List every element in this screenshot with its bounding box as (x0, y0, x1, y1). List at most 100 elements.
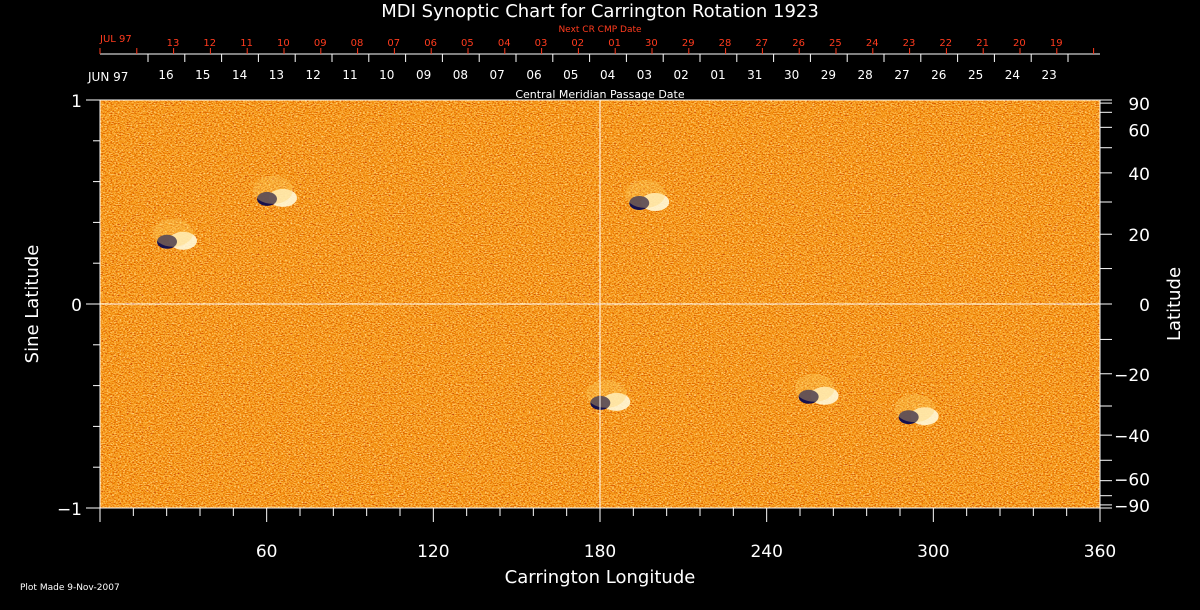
cmp-date: 08 (453, 68, 468, 82)
next-cmp-date: 22 (939, 38, 952, 49)
y-right-tick-label: −20 (1114, 366, 1150, 386)
next-cmp-date: 05 (461, 38, 474, 49)
cmp-date: 15 (195, 68, 210, 82)
y-right-tick-label: 20 (1128, 226, 1150, 246)
next-cmp-date: 29 (682, 38, 695, 49)
region-negative (257, 191, 277, 206)
x-axis-title: Carrington Longitude (505, 567, 696, 588)
next-cmp-date-labels: 13 12 11 10 09 08 07 06 05 04 03 02 01 30 29 28 27 26 25 24… (167, 38, 1063, 49)
next-cmp-date: 11 (240, 38, 253, 49)
cmp-date: 03 (637, 68, 652, 82)
next-cmp-date: 07 (387, 38, 400, 49)
region-positive (910, 407, 939, 426)
cmp-month-label: JUN 97 (87, 70, 128, 84)
cmp-date: 24 (1005, 68, 1020, 82)
next-cmp-date: 30 (645, 38, 658, 49)
y-axis-right-title: Latitude (1164, 267, 1185, 341)
next-cmp-axis-label: Next CR CMP Date (558, 25, 642, 35)
region-positive (269, 188, 297, 207)
active-regions (153, 175, 939, 426)
next-cmp-date: 23 (903, 38, 916, 49)
region-halo (253, 175, 293, 204)
y-axis-left-title: Sine Latitude (22, 245, 43, 364)
cmp-date: 12 (306, 68, 321, 82)
x-tick-label: 120 (417, 542, 449, 562)
y-right-tick-label: −90 (1114, 497, 1150, 517)
x-tick-label: 360 (1084, 542, 1116, 562)
next-cmp-date: 26 (792, 38, 805, 49)
region-negative (629, 196, 650, 210)
y-right-tick-label: 0 (1139, 296, 1150, 316)
next-cmp-date: 20 (1013, 38, 1026, 49)
next-cmp-date: 10 (277, 38, 290, 49)
region-halo (894, 394, 935, 423)
next-cmp-month-label: JUL 97 (99, 34, 132, 45)
active-region (625, 180, 670, 211)
y-axis-right: 90 60 40 20 0 −20 −40 −60 −90 (1100, 95, 1150, 517)
cmp-date: 01 (710, 68, 725, 82)
x-tick-label: 60 (256, 542, 278, 562)
plot-made-note: Plot Made 9-Nov-2007 (20, 583, 120, 593)
region-halo (586, 379, 627, 408)
next-cmp-date: 28 (719, 38, 732, 49)
cmp-date: 31 (747, 68, 762, 82)
region-positive (641, 193, 670, 211)
cmp-axis-label: Central Meridian Passage Date (515, 88, 684, 101)
cmp-date: 26 (931, 68, 946, 82)
next-cmp-date: 08 (351, 38, 364, 49)
active-region (153, 218, 197, 250)
active-region (794, 373, 839, 405)
y-left-tick-label: 1 (71, 92, 82, 112)
cmp-date: 07 (490, 68, 505, 82)
cmp-date: 23 (1042, 68, 1057, 82)
next-cmp-date: 21 (976, 38, 989, 49)
next-cmp-date: 19 (1050, 38, 1063, 49)
region-positive (810, 386, 839, 405)
region-halo (153, 218, 193, 247)
x-tick-label: 180 (584, 542, 616, 562)
cmp-date-labels: 16 15 14 13 12 11 10 09 08 07 06 05 04 03 02 01 31 30 29 28… (147, 54, 1069, 82)
active-region (253, 175, 297, 207)
next-cmp-ticks (99, 48, 1095, 54)
y-axis-left: 1 0 −1 (57, 92, 100, 520)
y-right-tick-label: −60 (1114, 471, 1150, 491)
next-cmp-date: 24 (866, 38, 879, 49)
y-left-tick-label: 0 (71, 296, 82, 316)
next-cmp-date: 01 (608, 38, 621, 49)
next-cmp-date: 13 (167, 38, 180, 49)
cmp-date: 09 (416, 68, 431, 82)
x-tick-label: 300 (917, 542, 949, 562)
next-cmp-date: 04 (498, 38, 511, 49)
chart-title: MDI Synoptic Chart for Carrington Rotati… (381, 1, 819, 22)
y-right-tick-label: 40 (1128, 165, 1150, 185)
region-halo (625, 180, 666, 208)
cmp-date: 28 (858, 68, 873, 82)
y-right-tick-label: 90 (1128, 95, 1150, 115)
y-right-tick-label: −40 (1114, 427, 1150, 447)
cmp-date: 25 (968, 68, 983, 82)
x-axis: 60 120 180 240 300 360 (99, 508, 1116, 562)
cmp-date: 27 (894, 68, 909, 82)
cmp-date: 13 (269, 68, 284, 82)
next-cmp-date: 02 (571, 38, 584, 49)
cmp-date: 05 (563, 68, 578, 82)
active-region (894, 394, 939, 426)
cmp-date: 30 (784, 68, 799, 82)
region-negative (798, 389, 819, 404)
cmp-date: 16 (158, 68, 173, 82)
cmp-date: 04 (600, 68, 615, 82)
next-cmp-date: 06 (424, 38, 437, 49)
cmp-date: 29 (821, 68, 836, 82)
next-cmp-date: 09 (314, 38, 327, 49)
cmp-date: 10 (379, 68, 394, 82)
y-right-tick-label: 60 (1128, 121, 1150, 141)
region-positive (169, 231, 197, 250)
y-left-tick-label: −1 (57, 500, 82, 520)
next-cmp-date: 25 (829, 38, 842, 49)
region-halo (794, 373, 835, 402)
cmp-date: 02 (674, 68, 689, 82)
region-negative (898, 410, 919, 425)
cmp-date: 06 (526, 68, 541, 82)
next-cmp-date: 12 (203, 38, 216, 49)
